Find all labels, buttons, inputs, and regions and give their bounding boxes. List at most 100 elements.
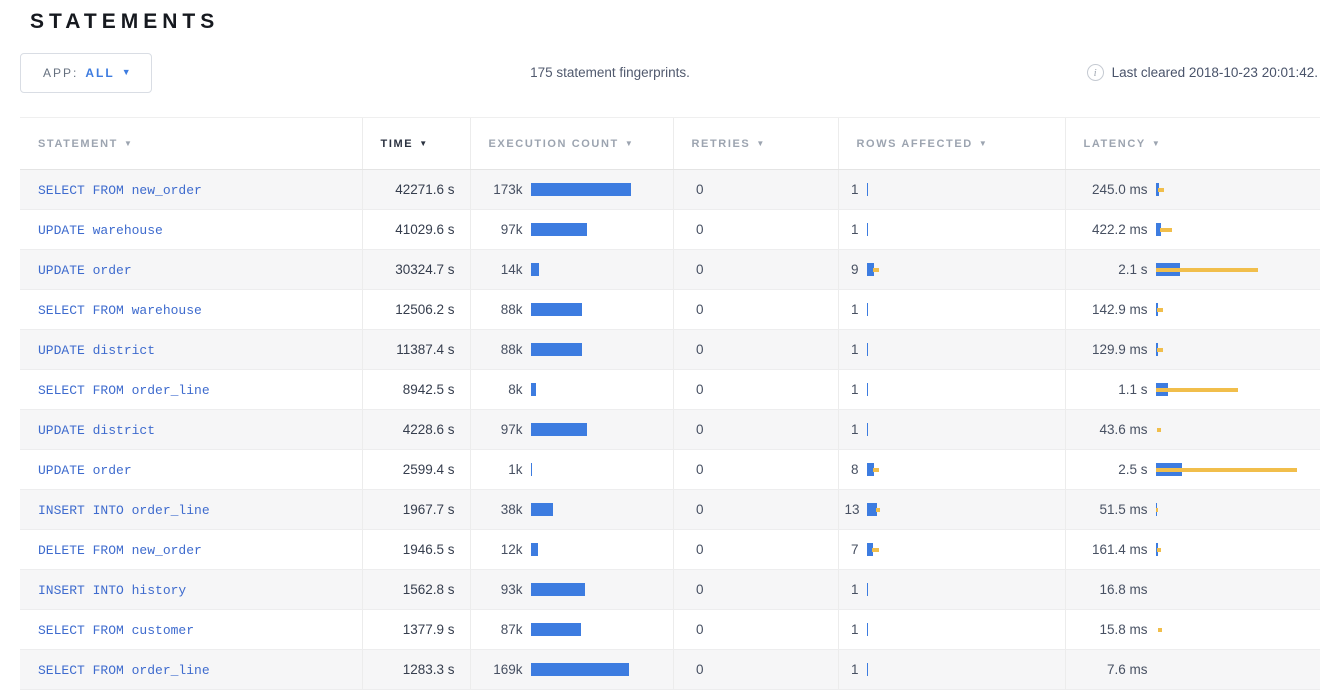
latency-value: 142.9 ms	[1091, 302, 1148, 317]
table-header: STATEMENT ▼ TIME ▼ EXECUTION COUNT ▼ RETRIES ▼ R…	[20, 117, 1320, 170]
statement-link[interactable]: UPDATE order	[38, 262, 132, 278]
rows-affected-value: 1	[850, 342, 859, 357]
execution-count-bar	[530, 382, 673, 397]
execution-count-value: 97k	[500, 222, 523, 237]
statement-link[interactable]: SELECT FROM warehouse	[38, 302, 202, 318]
latency-bar	[1155, 502, 1321, 517]
execution-count-bar	[530, 622, 673, 637]
column-header-retries[interactable]: RETRIES ▼	[672, 117, 838, 170]
rows-affected-value: 1	[850, 582, 859, 597]
execution-count-bar	[530, 302, 673, 317]
latency-bar	[1155, 542, 1321, 557]
execution-count-bar	[530, 342, 673, 357]
app-filter-label: APP:	[43, 65, 79, 80]
table-row: SELECT FROM new_order 42271.6 s 173k 0 1…	[20, 169, 1320, 210]
rows-affected-bar	[866, 662, 1065, 677]
execution-count-bar	[530, 662, 673, 677]
execution-count-value: 14k	[500, 262, 523, 277]
execution-count-bar	[530, 502, 673, 517]
time-value: 30324.7 s	[395, 261, 455, 277]
time-value: 1283.3 s	[402, 661, 455, 677]
info-icon[interactable]: i	[1086, 64, 1104, 81]
rows-affected-bar	[866, 622, 1065, 637]
column-header-time[interactable]: TIME ▼	[361, 117, 470, 170]
time-value: 8942.5 s	[402, 381, 455, 397]
app-filter-dropdown[interactable]: APP: ALL ▼	[20, 52, 152, 93]
statement-link[interactable]: INSERT INTO history	[38, 582, 187, 598]
sort-arrow-icon: ▼	[124, 138, 134, 148]
chevron-down-icon: ▼	[121, 66, 131, 77]
rows-affected-bar	[866, 342, 1065, 357]
execution-count-value: 38k	[500, 502, 523, 517]
toolbar-right: i Last cleared 2018-10-23 20:01:42.	[1086, 64, 1320, 81]
time-value: 2599.4 s	[402, 461, 455, 477]
sort-arrow-icon: ▼	[1151, 138, 1162, 148]
toolbar: APP: ALL ▼ 175 statement fingerprints. i…	[20, 52, 1320, 93]
latency-value: 2.1 s	[1118, 262, 1148, 277]
execution-count-value: 173k	[493, 182, 523, 197]
latency-value: 422.2 ms	[1091, 222, 1148, 237]
column-header-rows-affected[interactable]: ROWS AFFECTED ▼	[837, 117, 1065, 170]
time-value: 1562.8 s	[402, 581, 455, 597]
latency-bar	[1156, 622, 1321, 637]
statement-link[interactable]: SELECT FROM order_line	[38, 382, 210, 398]
rows-affected-bar	[866, 222, 1065, 237]
sort-arrow-icon: ▼	[419, 138, 429, 148]
column-header-latency[interactable]: LATENCY ▼	[1064, 117, 1320, 170]
statement-link[interactable]: SELECT FROM customer	[38, 622, 195, 638]
retries-value: 0	[695, 462, 704, 477]
statement-link[interactable]: SELECT FROM new_order	[38, 182, 202, 198]
statement-link[interactable]: UPDATE district	[38, 422, 156, 438]
execution-count-value: 93k	[500, 582, 523, 597]
retries-value: 0	[695, 182, 704, 197]
statement-link[interactable]: SELECT FROM order_line	[38, 662, 210, 678]
rows-affected-value: 9	[850, 262, 859, 277]
rows-affected-value: 1	[850, 622, 859, 637]
retries-value: 0	[695, 422, 704, 437]
statement-link[interactable]: DELETE FROM new_order	[38, 542, 202, 558]
toolbar-center: 175 statement fingerprints.	[530, 64, 690, 82]
column-header-execution-count[interactable]: EXECUTION COUNT ▼	[469, 117, 673, 170]
table-row: UPDATE district 11387.4 s 88k 0 1 129.9 …	[20, 329, 1320, 370]
execution-count-value: 88k	[500, 302, 523, 317]
time-value: 4228.6 s	[402, 421, 455, 437]
latency-value: 245.0 ms	[1091, 182, 1148, 197]
statement-link[interactable]: UPDATE district	[38, 342, 156, 358]
rows-affected-value: 13	[844, 502, 860, 517]
execution-count-bar	[530, 262, 673, 277]
statement-link[interactable]: INSERT INTO order_line	[38, 502, 210, 518]
last-cleared-text: Last cleared 2018-10-23 20:01:42.	[1111, 65, 1318, 80]
latency-bar	[1156, 582, 1321, 597]
latency-bar	[1156, 422, 1321, 437]
execution-count-value: 169k	[493, 662, 523, 677]
statement-link[interactable]: UPDATE order	[38, 462, 132, 478]
execution-count-bar	[530, 582, 673, 597]
execution-count-value: 12k	[500, 542, 523, 557]
page-title: STATEMENTS	[30, 10, 220, 33]
execution-count-bar	[530, 462, 673, 477]
rows-affected-value: 1	[850, 182, 859, 197]
rows-affected-bar	[866, 462, 1065, 477]
time-value: 41029.6 s	[395, 221, 455, 237]
table-row: INSERT INTO order_line 1967.7 s 38k 0 13…	[20, 489, 1321, 530]
rows-affected-bar	[866, 262, 1065, 277]
time-value: 12506.2 s	[395, 301, 455, 317]
table-row: SELECT FROM order_line 8942.5 s 8k 0 1 1…	[20, 369, 1320, 410]
table-header-row: STATEMENT ▼ TIME ▼ EXECUTION COUNT ▼ RETRIES ▼ R…	[20, 117, 1320, 170]
statement-link[interactable]: UPDATE warehouse	[38, 222, 163, 238]
table-row: SELECT FROM customer 1377.9 s 87k 0 1 15…	[20, 609, 1321, 650]
sort-arrow-icon: ▼	[978, 138, 989, 148]
rows-affected-bar	[866, 502, 1065, 517]
retries-value: 0	[695, 582, 704, 597]
table-row: UPDATE warehouse 41029.6 s 97k 0 1 422.2…	[20, 209, 1320, 250]
rows-affected-bar	[866, 582, 1065, 597]
latency-value: 1.1 s	[1118, 382, 1148, 397]
latency-value: 51.5 ms	[1099, 502, 1148, 517]
time-value: 42271.6 s	[395, 181, 455, 197]
execution-count-value: 88k	[500, 342, 523, 357]
column-header-statement[interactable]: STATEMENT ▼	[20, 117, 362, 170]
rows-affected-bar	[866, 422, 1065, 437]
execution-count-value: 97k	[500, 422, 523, 437]
time-value: 1377.9 s	[402, 621, 455, 637]
execution-count-value: 87k	[500, 622, 523, 637]
